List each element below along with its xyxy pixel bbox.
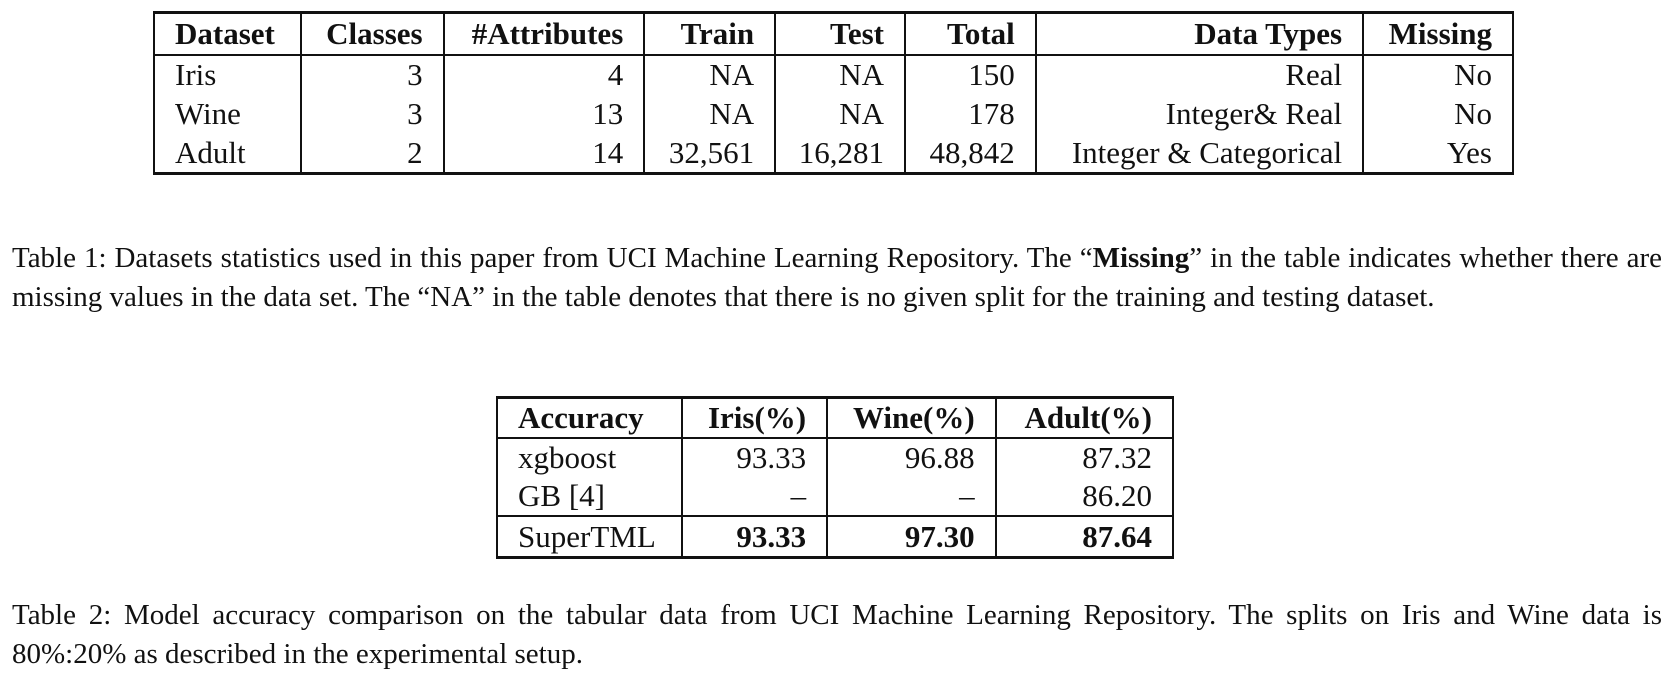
table-cell: 13 <box>442 94 646 134</box>
table-cell: 48,842 <box>903 133 1037 175</box>
table-cell: 93.33 <box>681 437 829 477</box>
column-header-accuracy: Accuracy <box>495 396 684 439</box>
column-header-attributes: #Attributes <box>442 11 646 56</box>
table-cell: No <box>1362 94 1514 134</box>
table-cell: Iris <box>153 54 302 94</box>
table-row: GB [4] – – 86.20 <box>495 476 1175 516</box>
table-row: Iris 3 4 NA NA 150 Real No <box>153 54 1514 94</box>
table-cell: NA <box>774 54 906 94</box>
table-cell: 87.64 <box>994 514 1175 559</box>
column-header-train: Train <box>643 11 777 56</box>
table-cell: 14 <box>442 133 646 175</box>
table-cell: NA <box>643 94 777 134</box>
table-cell: 16,281 <box>774 133 906 175</box>
table-cell: Real <box>1034 54 1365 94</box>
dataset-statistics-table: Dataset Classes #Attributes Train Test T… <box>153 11 1514 175</box>
table-row: Wine 3 13 NA NA 178 Integer& Real No <box>153 94 1514 134</box>
table-header-row: Dataset Classes #Attributes Train Test T… <box>153 11 1514 56</box>
table-header-row: Accuracy Iris(%) Wine(%) Adult(%) <box>495 396 1175 439</box>
table-cell: 32,561 <box>643 133 777 175</box>
column-header-wine: Wine(%) <box>826 396 997 439</box>
table-1-caption: Table 1: Datasets statistics used in thi… <box>12 239 1662 317</box>
caption-text: ” in the table indicates whether there a… <box>12 242 1662 313</box>
table-cell: – <box>681 476 829 516</box>
caption-emphasis: Missing <box>1092 242 1190 274</box>
column-header-classes: Classes <box>299 11 445 56</box>
table-cell: 178 <box>903 94 1037 134</box>
table-cell: 87.32 <box>994 437 1175 477</box>
column-header-test: Test <box>774 11 906 56</box>
table-row: Adult 2 14 32,561 16,281 48,842 Integer … <box>153 133 1514 175</box>
column-header-total: Total <box>903 11 1037 56</box>
table-cell: NA <box>643 54 777 94</box>
table-cell: 93.33 <box>681 514 829 559</box>
table-cell: NA <box>774 94 906 134</box>
column-header-missing: Missing <box>1362 11 1514 56</box>
column-header-data-types: Data Types <box>1034 11 1365 56</box>
table-cell: 86.20 <box>994 476 1175 516</box>
caption-text: Table 1: Datasets statistics used in thi… <box>12 242 1093 274</box>
table-cell: 3 <box>299 94 445 134</box>
column-header-adult: Adult(%) <box>994 396 1175 439</box>
table-cell: Wine <box>153 94 302 134</box>
table-cell: SuperTML <box>495 514 684 559</box>
table-cell: GB [4] <box>495 476 684 516</box>
table-cell: 150 <box>903 54 1037 94</box>
table-cell: xgboost <box>495 437 684 477</box>
table-cell: Integer& Real <box>1034 94 1365 134</box>
table-cell: No <box>1362 54 1514 94</box>
column-header-iris: Iris(%) <box>681 396 829 439</box>
column-header-dataset: Dataset <box>153 11 302 56</box>
table-cell: 3 <box>299 54 445 94</box>
table-cell: Adult <box>153 133 302 175</box>
table-row: SuperTML 93.33 97.30 87.64 <box>495 514 1175 559</box>
table-cell: 97.30 <box>826 514 997 559</box>
table-row: xgboost 93.33 96.88 87.32 <box>495 437 1175 477</box>
accuracy-comparison-table: Accuracy Iris(%) Wine(%) Adult(%) xgboos… <box>495 396 1175 559</box>
table-cell: Integer & Categorical <box>1034 133 1365 175</box>
table-cell: 96.88 <box>826 437 997 477</box>
table-cell: 4 <box>442 54 646 94</box>
table-2-caption: Table 2: Model accuracy comparison on th… <box>12 599 1662 670</box>
table-cell: – <box>826 476 997 516</box>
table-cell: 2 <box>299 133 445 175</box>
table-cell: Yes <box>1362 133 1514 175</box>
